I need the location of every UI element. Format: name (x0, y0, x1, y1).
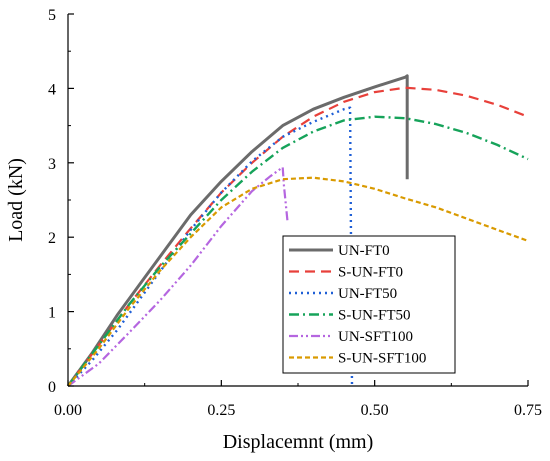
x-tick-label: 0.50 (361, 402, 389, 419)
x-tick-label: 0.75 (514, 402, 542, 419)
series-line-s-un-sft100 (67, 176, 529, 387)
y-tick-label: 5 (48, 7, 56, 24)
series-line-s-un-ft50 (67, 115, 529, 387)
y-ticks: 0 1 2 3 4 5 (48, 7, 74, 396)
legend-label: S-UN-FT0 (338, 265, 403, 281)
legend-label: UN-FT0 (338, 243, 390, 259)
x-tick-label: 0.25 (207, 402, 235, 419)
x-axis-title: Displacemnt (mm) (223, 431, 374, 453)
legend-label: UN-FT50 (338, 286, 397, 302)
series-line-un-ft0 (66, 74, 409, 387)
y-tick-label: 3 (48, 156, 56, 173)
series-layer (66, 74, 529, 387)
y-tick-label: 0 (48, 379, 56, 396)
x-ticks: 0.00 0.25 0.50 0.75 (54, 380, 542, 419)
legend-label: S-UN-FT50 (338, 308, 411, 324)
y-axis-title: Load (kN) (5, 158, 27, 242)
series-line-un-ft50 (67, 106, 354, 387)
series-line-un-sft100 (67, 166, 289, 387)
legend-label: S-UN-SFT100 (338, 351, 426, 367)
y-tick-label: 1 (48, 305, 56, 322)
x-tick-label: 0.00 (54, 402, 82, 419)
y-tick-label: 2 (48, 230, 56, 247)
legend-box (282, 235, 456, 374)
y-tick-label: 4 (48, 81, 56, 98)
legend: UN-FT0 S-UN-FT0 UN-FT50 S-UN-FT50 UN-SFT100 S… (282, 235, 456, 374)
legend-label: UN-SFT100 (338, 329, 413, 345)
